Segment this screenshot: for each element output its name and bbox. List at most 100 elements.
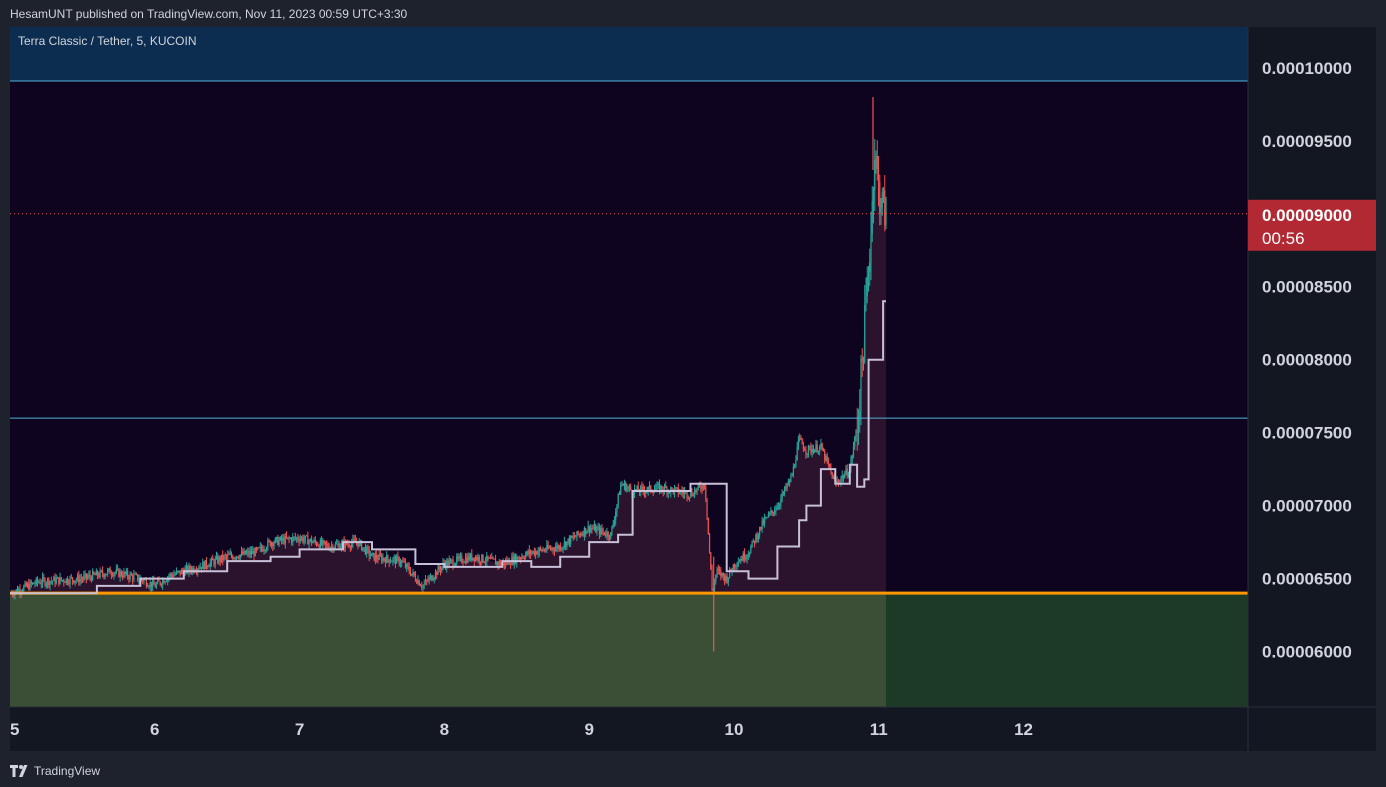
candle-body <box>30 581 32 584</box>
candle-body <box>772 511 774 514</box>
candle-body <box>15 589 17 592</box>
candle-body <box>68 583 70 584</box>
candle-body <box>762 520 764 524</box>
candle-body <box>875 155 877 160</box>
chart-frame[interactable]: 0.00010000 0.00009500 0.00008500 0.00008000… <box>10 27 1376 751</box>
candle-body <box>31 582 34 584</box>
candle-body <box>800 437 802 440</box>
candle-body <box>558 545 560 549</box>
candle-body <box>812 449 815 453</box>
candle-body <box>366 547 368 555</box>
published-text: HesamUNT published on TradingView.com, N… <box>10 7 408 21</box>
candle-body <box>742 552 744 561</box>
candle-body <box>687 497 689 498</box>
candle-body <box>580 534 582 536</box>
candle-body <box>488 557 490 559</box>
candle-body <box>44 579 46 586</box>
candle-body <box>133 574 135 580</box>
candle-body <box>153 580 155 585</box>
candle-body <box>263 549 265 552</box>
candle-body <box>820 443 822 447</box>
candle-body <box>428 577 430 581</box>
candle-body <box>498 561 500 565</box>
candle-body <box>847 474 850 477</box>
candle-body <box>81 579 84 580</box>
candle-body <box>665 485 667 488</box>
candle-body <box>692 495 694 497</box>
candle-body <box>149 582 151 587</box>
candle-body <box>676 487 678 489</box>
candle-body <box>16 589 19 593</box>
candle-body <box>298 539 300 542</box>
tradingview-brand[interactable]: TradingView <box>10 764 100 778</box>
candle-body <box>210 558 213 563</box>
candle-body <box>874 159 876 191</box>
candle-body <box>590 528 592 532</box>
candle-body <box>598 527 601 535</box>
candle-body <box>530 550 532 554</box>
candle-body <box>227 554 229 557</box>
price-chart[interactable]: 0.00010000 0.00009500 0.00008500 0.00008000… <box>10 27 1376 751</box>
candle-body <box>372 553 374 554</box>
candle-body <box>69 577 71 584</box>
candle-body <box>546 544 548 551</box>
candle-body <box>730 568 732 571</box>
candle-body <box>483 561 485 563</box>
candle-body <box>170 573 173 576</box>
candle-body <box>240 551 243 555</box>
candle-body <box>538 548 540 552</box>
candle-body <box>341 542 343 547</box>
candle-body <box>208 566 210 568</box>
candle-body <box>829 463 831 469</box>
candle-body <box>313 539 315 542</box>
candle-body <box>770 510 772 514</box>
candle-body <box>351 543 353 548</box>
candle-body <box>98 575 100 577</box>
candle-body <box>487 555 489 559</box>
candle-body <box>396 556 398 564</box>
candle-body <box>757 534 759 540</box>
candle-body <box>771 510 773 512</box>
candle-body <box>884 190 886 226</box>
candle-body <box>19 589 21 594</box>
candle-body <box>617 494 619 505</box>
candle-body <box>479 561 482 563</box>
candle-body <box>743 552 746 560</box>
candle-body <box>821 443 823 451</box>
candle-body <box>300 537 303 539</box>
candle-body <box>61 580 64 581</box>
candle-body <box>125 571 127 575</box>
candle-body <box>635 488 637 491</box>
candle-body <box>830 468 832 472</box>
candle-body <box>299 538 301 542</box>
candle-body <box>484 561 487 563</box>
candle-body <box>142 579 144 582</box>
candle-body <box>344 541 346 548</box>
candle-body <box>401 560 403 564</box>
candle-body <box>630 486 632 490</box>
candle-body <box>314 539 316 543</box>
candle-body <box>224 555 226 557</box>
candle-body <box>413 571 415 576</box>
candle-body <box>352 538 354 544</box>
candle-body <box>429 575 432 578</box>
candle-body <box>362 547 364 551</box>
candle-body <box>349 546 351 548</box>
candle-body <box>336 544 338 545</box>
candle-body <box>160 584 163 586</box>
candle-body <box>357 542 359 547</box>
candle-body <box>334 544 336 548</box>
candle-body <box>690 491 692 498</box>
candle-body <box>205 560 208 567</box>
candle-body <box>260 546 263 549</box>
candle-body <box>782 492 784 494</box>
candle-body <box>371 553 373 556</box>
candle-body <box>840 478 842 483</box>
candle-body <box>866 277 868 297</box>
candle-body <box>78 575 80 583</box>
candle-body <box>209 562 211 567</box>
candle-body <box>775 510 777 511</box>
candle-body <box>250 551 253 554</box>
candle-body <box>846 468 848 477</box>
candle-body <box>591 528 593 529</box>
